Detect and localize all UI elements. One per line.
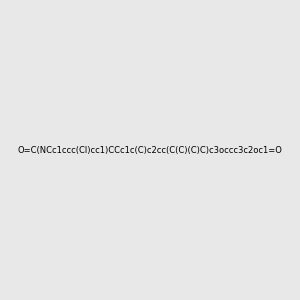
- Text: O=C(NCc1ccc(Cl)cc1)CCc1c(C)c2cc(C(C)(C)C)c3occc3c2oc1=O: O=C(NCc1ccc(Cl)cc1)CCc1c(C)c2cc(C(C)(C)C…: [18, 146, 282, 154]
